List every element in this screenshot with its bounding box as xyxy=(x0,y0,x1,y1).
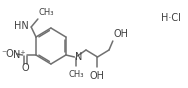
Text: CH₃: CH₃ xyxy=(69,70,84,79)
Text: OH: OH xyxy=(114,29,129,39)
Text: N⁺: N⁺ xyxy=(13,50,25,60)
Text: H·Cl: H·Cl xyxy=(161,13,181,23)
Text: OH: OH xyxy=(90,71,105,81)
Text: HN: HN xyxy=(14,21,28,31)
Text: CH₃: CH₃ xyxy=(39,8,54,17)
Text: N: N xyxy=(75,52,83,62)
Text: O: O xyxy=(22,63,29,73)
Text: ⁻O: ⁻O xyxy=(1,49,14,59)
